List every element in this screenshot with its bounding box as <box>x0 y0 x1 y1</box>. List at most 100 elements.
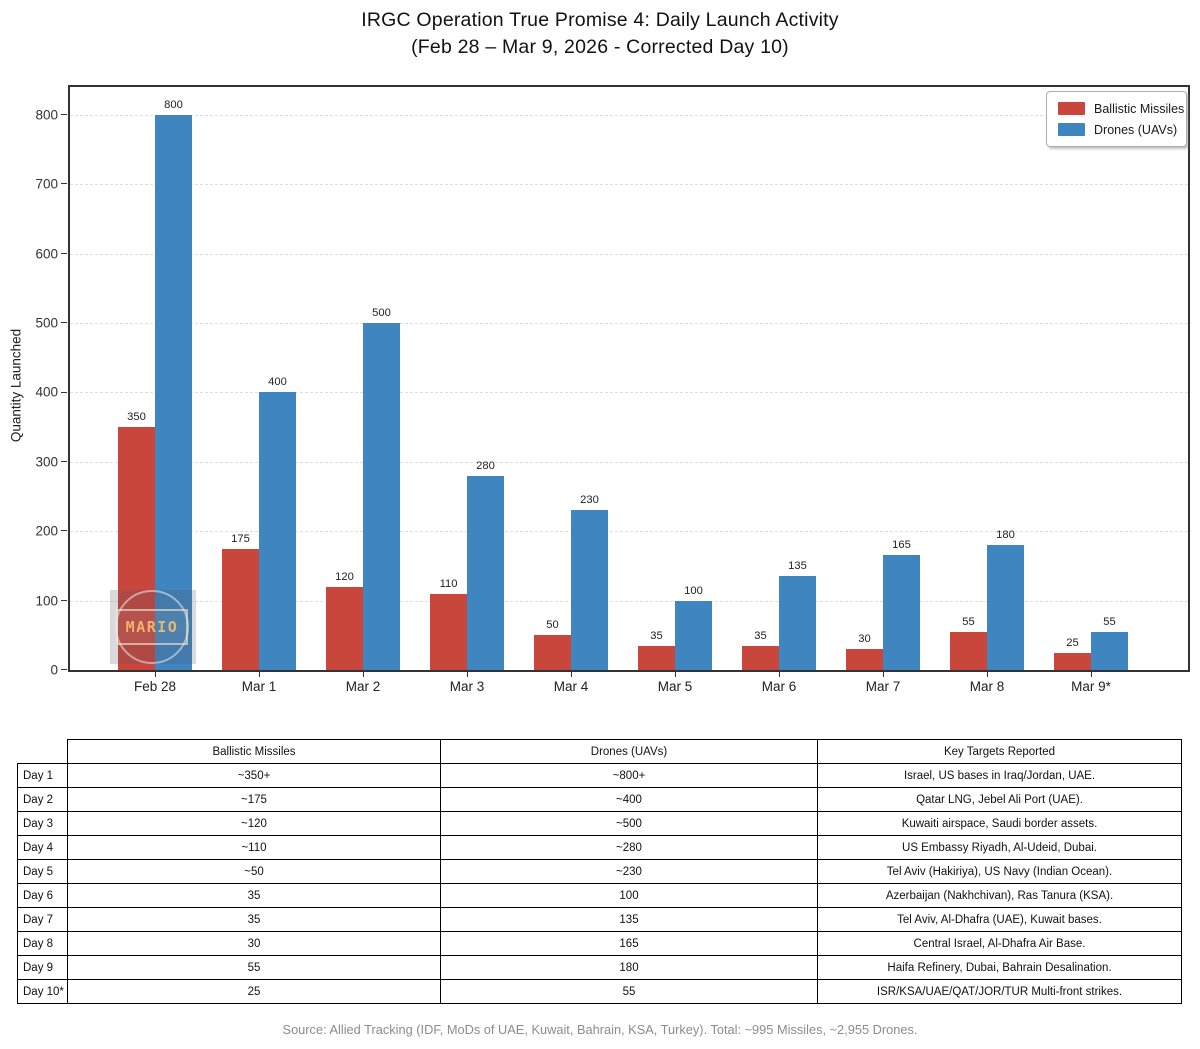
watermark-text: MARIO <box>125 618 179 636</box>
legend-swatch-drones <box>1058 123 1085 136</box>
legend-entry-ballistic: Ballistic Missiles <box>1058 98 1186 119</box>
gridline <box>70 600 1188 602</box>
column-header-2: Key Targets Reported <box>817 739 1182 764</box>
missiles-cell: 55 <box>67 955 441 980</box>
x-tick-label: Mar 1 <box>241 679 277 694</box>
row-label-cell: Day 9 <box>17 955 68 980</box>
x-tick-label: Mar 8 <box>969 679 1005 694</box>
chart-title: IRGC Operation True Promise 4: Daily Lau… <box>0 7 1200 61</box>
missiles-cell: ~110 <box>67 835 441 860</box>
targets-cell: Azerbaijan (Nakhchivan), Ras Tanura (KSA… <box>817 883 1182 908</box>
missiles-cell: ~350+ <box>67 763 441 788</box>
targets-cell: Tel Aviv (Hakiriya), US Navy (Indian Oce… <box>817 859 1182 884</box>
x-tick-mark <box>1091 672 1092 677</box>
x-tick-mark <box>987 672 988 677</box>
x-tick-label: Mar 3 <box>449 679 485 694</box>
bar-drones <box>259 392 296 670</box>
bar-ballistic-missiles <box>430 593 467 670</box>
bar-ballistic-missiles <box>534 635 571 670</box>
x-tick-mark <box>675 672 676 677</box>
bar-value-label: 135 <box>788 560 807 573</box>
bar-value-label: 55 <box>962 615 975 628</box>
bar-ballistic-missiles <box>638 645 675 670</box>
x-tick-mark <box>467 672 468 677</box>
table-row: Day 4 ~110 ~280 US Embassy Riyadh, Al-Udeid… <box>17 835 1182 860</box>
y-tick-mark <box>61 113 67 115</box>
y-tick-label: 0 <box>50 662 58 678</box>
x-tick-mark <box>363 672 364 677</box>
x-tick-mark <box>155 672 156 677</box>
gridline <box>70 392 1188 394</box>
bar-value-label: 180 <box>996 529 1015 542</box>
bar-ballistic-missiles <box>950 631 987 670</box>
bar-value-label: 280 <box>476 459 495 472</box>
bar-ballistic-missiles <box>1054 652 1091 670</box>
chart-legend: Ballistic Missiles Drones (UAVs) <box>1046 91 1187 147</box>
targets-cell: Tel Aviv, Al-Dhafra (UAE), Kuwait bases. <box>817 907 1182 932</box>
drones-cell: 180 <box>440 955 818 980</box>
x-tick-mark <box>883 672 884 677</box>
bar-value-label: 50 <box>546 619 559 632</box>
y-tick-mark <box>61 391 67 393</box>
legend-entry-drones: Drones (UAVs) <box>1058 119 1186 140</box>
bar-value-label: 400 <box>268 376 287 389</box>
bar-drones <box>467 475 504 670</box>
gridline <box>70 531 1188 533</box>
bar-value-label: 35 <box>650 629 663 642</box>
table-row: Day 8 30 165 Central Israel, Al-Dhafra Air … <box>17 931 1182 956</box>
table-row: Day 9 55 180 Haifa Refinery, Dubai, Bahrain… <box>17 955 1182 980</box>
table-row: Day 1 ~350+ ~800+ Israel, US bases in Iraq/… <box>17 763 1182 788</box>
drones-cell: ~800+ <box>440 763 818 788</box>
gridline <box>70 461 1188 463</box>
drones-cell: ~280 <box>440 835 818 860</box>
y-tick-mark <box>61 669 67 671</box>
y-tick-label: 100 <box>35 593 58 609</box>
table-row: Day 5 ~50 ~230 Tel Aviv (Hakiriya), US Navy… <box>17 859 1182 884</box>
row-label-cell: Day 8 <box>17 931 68 956</box>
x-tick-label: Mar 9* <box>1071 679 1111 694</box>
bar-drones <box>883 555 920 670</box>
bar-ballistic-missiles <box>222 548 259 670</box>
x-tick-mark <box>571 672 572 677</box>
table-corner-cell <box>18 740 68 764</box>
x-tick-label: Mar 5 <box>657 679 693 694</box>
missiles-cell: 35 <box>67 883 441 908</box>
drones-cell: ~500 <box>440 811 818 836</box>
missiles-cell: ~50 <box>67 859 441 884</box>
legend-label-drones: Drones (UAVs) <box>1094 122 1178 137</box>
bar-value-label: 120 <box>335 570 354 583</box>
legend-label-ballistic: Ballistic Missiles <box>1094 101 1185 116</box>
y-tick-mark <box>61 322 67 324</box>
bar-ballistic-missiles <box>846 649 883 670</box>
x-tick-label: Mar 6 <box>761 679 797 694</box>
drones-cell: 55 <box>440 979 818 1004</box>
row-label-cell: Day 6 <box>17 883 68 908</box>
row-label-cell: Day 4 <box>17 835 68 860</box>
bar-value-label: 55 <box>1103 615 1116 628</box>
y-tick-label: 500 <box>35 315 58 331</box>
y-tick-mark <box>61 599 67 601</box>
x-tick-label: Mar 4 <box>553 679 589 694</box>
drones-cell: 100 <box>440 883 818 908</box>
y-tick-label: 800 <box>35 107 58 123</box>
table-row: Day 7 35 135 Tel Aviv, Al-Dhafra (UAE), Kuw… <box>17 907 1182 932</box>
bar-drones <box>571 510 608 670</box>
bar-drones <box>155 114 192 670</box>
plot-inner: 350 800 175 400 120 500 110 280 50 230 35 100 35 135 3… <box>70 87 1188 670</box>
missiles-cell: 25 <box>67 979 441 1004</box>
y-tick-mark <box>61 460 67 462</box>
missiles-cell: 30 <box>67 931 441 956</box>
bar-drones <box>675 600 712 670</box>
gridline <box>70 184 1188 186</box>
row-label-cell: Day 3 <box>17 811 68 836</box>
y-tick-mark <box>61 183 67 185</box>
bar-value-label: 230 <box>580 494 599 507</box>
row-label-cell: Day 1 <box>17 763 68 788</box>
y-tick-mark <box>61 530 67 532</box>
bar-value-label: 500 <box>372 306 391 319</box>
targets-cell: Central Israel, Al-Dhafra Air Base. <box>817 931 1182 956</box>
y-tick-label: 400 <box>35 384 58 400</box>
chart-title-line2: (Feb 28 – Mar 9, 2026 - Corrected Day 10… <box>411 35 789 58</box>
missiles-cell: 35 <box>67 907 441 932</box>
